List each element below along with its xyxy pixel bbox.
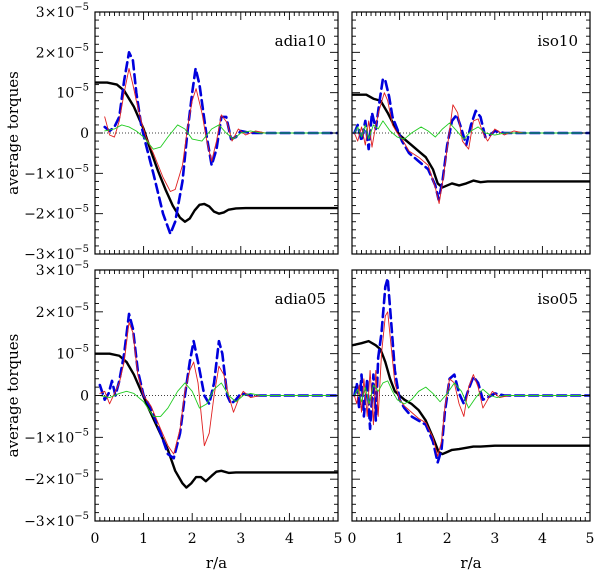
- y-tick-label-exponent: −5: [74, 204, 89, 215]
- y-tick-label-exponent: −5: [74, 511, 89, 522]
- y-tick-label: 10−5: [56, 344, 89, 363]
- x-tick-label: 0: [91, 531, 100, 547]
- panel-series-group: [95, 51, 338, 236]
- y-tick-label-exponent: −5: [74, 244, 89, 255]
- panel-label: adia10: [275, 32, 326, 50]
- panel-label: iso10: [537, 32, 578, 50]
- series-line-green: [353, 120, 590, 140]
- y-tick-label-exponent: −5: [74, 83, 89, 94]
- series-line-red: [353, 92, 590, 205]
- y-tick-label: −1×10−5: [24, 163, 89, 182]
- y-tick-label: 3×10−5: [36, 2, 89, 21]
- x-tick-label: 4: [285, 531, 294, 547]
- y-tick-label: −3×10−5: [24, 244, 89, 263]
- x-tick-label: 1: [395, 531, 404, 547]
- y-tick-label-base: 10: [56, 86, 74, 102]
- y-tick-label: −2×10−5: [24, 204, 89, 223]
- y-tick-label-base: 0: [80, 389, 89, 405]
- series-line-blue: [103, 51, 338, 236]
- panel-iso05: iso05 0 1 2 3 4 5 r/a: [348, 269, 595, 572]
- panel-adia10: adia103×10−52×10−510−50−1×10−5−2×10−5−3×…: [4, 2, 339, 263]
- y-tick-label-base: 3×10: [36, 5, 74, 21]
- x-tick-label: 2: [188, 531, 197, 547]
- series-line-blue: [98, 312, 338, 460]
- y-tick-label-base: −1×10: [24, 166, 74, 182]
- y-tick-label-base: −3×10: [24, 247, 74, 263]
- y-tick-label: −2×10−5: [24, 469, 89, 488]
- y-tick-label-base: −1×10: [24, 430, 74, 446]
- series-line-red: [104, 68, 338, 192]
- panel-iso10: iso10: [351, 11, 591, 255]
- y-tick-label: 2×10−5: [36, 302, 89, 321]
- y-tick-label: 2×10−5: [36, 42, 89, 61]
- x-tick-label: 4: [538, 531, 547, 547]
- y-tick-label: −1×10−5: [24, 427, 89, 446]
- x-tick-label: 3: [236, 531, 245, 547]
- series-line-blue: [353, 277, 590, 464]
- y-tick-label-base: 3×10: [36, 263, 74, 279]
- y-tick-label-base: 10: [56, 347, 74, 363]
- y-tick-label: 10−5: [56, 83, 89, 102]
- y-tick-label: 3×10−5: [36, 260, 89, 279]
- y-tick-label-base: 2×10: [36, 45, 74, 61]
- series-line-green: [353, 380, 590, 409]
- x-axis-title: r/a: [206, 554, 227, 572]
- y-tick-label-exponent: −5: [74, 427, 89, 438]
- series-line-black: [95, 352, 338, 489]
- series-line-blue: [353, 77, 590, 201]
- y-tick-label-exponent: −5: [74, 42, 89, 53]
- series-line-green: [104, 124, 338, 150]
- y-tick-label-exponent: −5: [74, 260, 89, 271]
- series-line-green: [99, 382, 338, 417]
- x-axis-title: r/a: [460, 554, 481, 572]
- y-tick-label: 0: [80, 389, 89, 405]
- y-tick-label-exponent: −5: [74, 163, 89, 174]
- y-tick-label-exponent: −5: [74, 2, 89, 13]
- x-tick-label: 0: [348, 531, 357, 547]
- series-line-red: [353, 311, 590, 457]
- series-line-black: [95, 81, 338, 223]
- x-tick-label: 3: [490, 531, 499, 547]
- series-line-black: [352, 93, 590, 189]
- y-tick-label-base: 2×10: [36, 305, 74, 321]
- y-tick-label-base: −2×10: [24, 207, 74, 223]
- y-tick-label-base: −3×10: [24, 514, 74, 530]
- panel-adia05: adia053×10−52×10−510−50−1×10−5−2×10−5−3×…: [4, 260, 342, 572]
- x-tick-label: 1: [139, 531, 148, 547]
- y-axis-title: average torques: [4, 334, 22, 458]
- y-tick-label: 0: [80, 126, 89, 142]
- series-line-red: [99, 321, 338, 455]
- panel-series-group: [352, 77, 590, 205]
- y-tick-label-base: 0: [80, 126, 89, 142]
- y-tick-label-exponent: −5: [74, 469, 89, 480]
- x-tick-label: 5: [586, 531, 595, 547]
- panel-series-group: [95, 312, 338, 489]
- panel-label: iso05: [537, 290, 578, 308]
- y-tick-label: −3×10−5: [24, 511, 89, 530]
- panel-series-group: [352, 277, 590, 464]
- panel-label: adia05: [275, 290, 326, 308]
- x-tick-label: 2: [443, 531, 452, 547]
- y-tick-label-exponent: −5: [74, 344, 89, 355]
- y-axis-title: average torques: [4, 71, 22, 195]
- x-tick-label: 5: [334, 531, 343, 547]
- y-tick-label-base: −2×10: [24, 472, 74, 488]
- series-line-black: [352, 339, 590, 456]
- y-tick-label-exponent: −5: [74, 302, 89, 313]
